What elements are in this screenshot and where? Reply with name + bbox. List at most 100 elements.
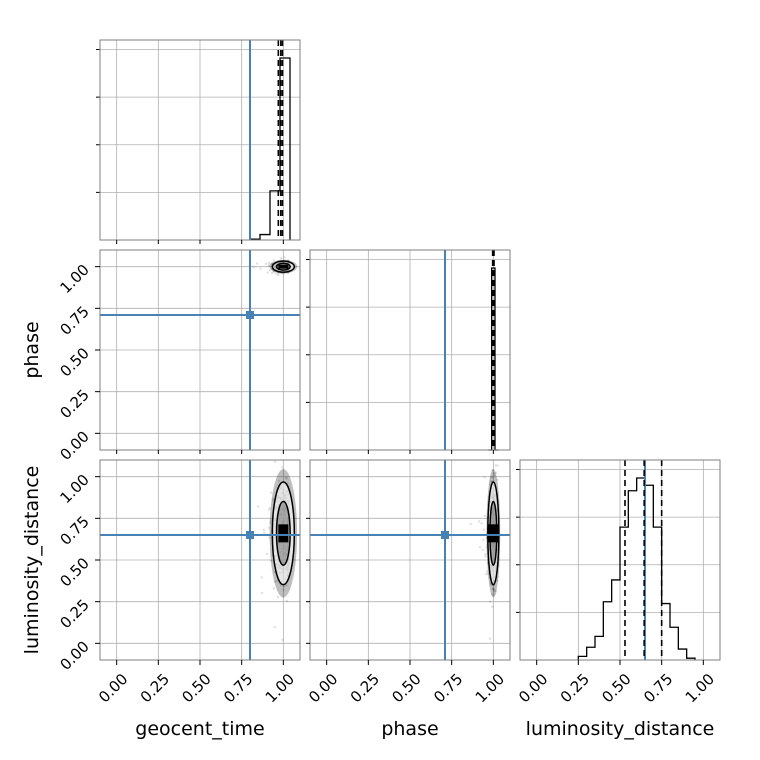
- x-tick-label: 0.50: [598, 670, 634, 706]
- sample-point: [275, 580, 278, 583]
- x-tick-label: 0.25: [137, 670, 173, 706]
- sample-point: [490, 593, 494, 596]
- sample-point: [276, 273, 280, 277]
- x-tick-label: 0.75: [430, 670, 466, 706]
- grid-2-1: [310, 460, 510, 660]
- sample-point: [287, 456, 289, 458]
- x-tick-label: 0.50: [388, 670, 424, 706]
- sample-point: [483, 514, 487, 518]
- sample-point: [490, 605, 494, 608]
- density-peak: [278, 524, 289, 543]
- grid-0-0: [116, 40, 284, 240]
- sample-point: [282, 585, 286, 588]
- sample-point: [269, 519, 273, 522]
- sample-point: [482, 528, 486, 531]
- sample-point: [273, 460, 277, 463]
- sample-point: [272, 259, 276, 262]
- y-tick-label: 0.50: [56, 554, 92, 590]
- y-tick-label: 0.50: [56, 344, 92, 380]
- sample-point: [252, 265, 255, 269]
- sample-point: [267, 526, 270, 530]
- sample-point: [270, 491, 273, 494]
- sample-point: [272, 499, 275, 503]
- grid-2-0: [100, 460, 300, 660]
- x-axis-label-geocent_time: geocent_time: [135, 718, 264, 740]
- x-tick-label: 0.00: [95, 670, 131, 706]
- sample-point: [267, 261, 271, 265]
- sample-point: [268, 269, 272, 272]
- sample-point: [276, 595, 280, 599]
- x-tick-label: 0.50: [178, 670, 214, 706]
- sample-point: [492, 471, 496, 475]
- sample-point: [259, 267, 262, 270]
- y-ticks-phase: 0.00 0.25 0.50 0.75 1.00: [56, 261, 100, 464]
- y-tick-label: 0.75: [56, 302, 92, 338]
- sample-point: [481, 548, 485, 552]
- sample-point: [494, 471, 498, 474]
- x-tick-label: 0.00: [305, 670, 341, 706]
- y-tick-label: 0.25: [56, 386, 92, 422]
- sample-point: [281, 638, 284, 642]
- sample-point: [496, 575, 499, 579]
- hist-grid-1: [306, 259, 510, 403]
- sample-point: [493, 593, 496, 596]
- sample-point: [285, 476, 288, 479]
- sample-point: [478, 545, 482, 549]
- x-tick-label: 0.75: [220, 670, 256, 706]
- density-geocent_time-luminosity_distance: [256, 456, 298, 642]
- sample-point: [270, 271, 274, 275]
- sample-point: [486, 572, 490, 575]
- sample-point: [271, 497, 275, 501]
- sample-point: [269, 506, 272, 510]
- y-tick-label: 0.00: [56, 427, 92, 463]
- y-axis-label-phase: phase: [21, 321, 43, 378]
- sample-point: [279, 257, 283, 260]
- sample-point: [267, 508, 271, 511]
- sample-point: [491, 476, 494, 479]
- sample-point: [485, 572, 488, 576]
- sample-point: [493, 589, 496, 593]
- sample-point: [268, 521, 272, 524]
- sample-point: [275, 272, 278, 276]
- x-axis-label-phase: phase: [381, 718, 438, 740]
- sample-point: [491, 587, 495, 591]
- sample-point: [491, 468, 494, 472]
- hist-grid-0: [96, 49, 300, 193]
- sample-point: [489, 476, 493, 480]
- grid-1-1: [326, 250, 494, 450]
- grid-1-0: [100, 250, 300, 450]
- sample-point: [469, 522, 473, 526]
- y-axis-label-luminosity_distance: luminosity_distance: [21, 466, 43, 655]
- sample-point: [496, 579, 499, 582]
- sample-point: [492, 587, 495, 591]
- sample-point: [269, 559, 273, 563]
- histogram-geocent_time: [249, 57, 291, 240]
- sample-point: [272, 587, 276, 590]
- sample-point: [488, 483, 492, 486]
- y-ticks-luminosity_distance: 0.00 0.25 0.50 0.75 1.00: [56, 471, 100, 674]
- y-tick-label: 0.25: [56, 596, 92, 632]
- sample-point: [260, 591, 264, 595]
- sample-point: [285, 477, 288, 480]
- y-tick-label: 0.75: [56, 512, 92, 548]
- x-tick-label: 0.25: [557, 670, 593, 706]
- sample-point: [492, 587, 495, 591]
- sample-point: [489, 479, 492, 483]
- density-geocent_time-phase: [252, 256, 298, 277]
- x-tick-label: 0.00: [515, 670, 551, 706]
- sample-point: [262, 528, 266, 532]
- histogram-luminosity_distance: [577, 477, 696, 660]
- density-peak: [278, 264, 289, 269]
- y-tick-label: 1.00: [56, 261, 92, 297]
- sample-point: [264, 262, 268, 265]
- density-peak: [488, 524, 499, 543]
- sample-point: [285, 584, 288, 587]
- hist-grid-2: [516, 469, 720, 613]
- sample-point: [262, 531, 266, 534]
- sample-point: [494, 464, 497, 467]
- sample-point: [489, 582, 492, 586]
- x-tick-label: 1.00: [682, 670, 718, 706]
- sample-point: [283, 256, 286, 259]
- sample-point: [273, 625, 276, 629]
